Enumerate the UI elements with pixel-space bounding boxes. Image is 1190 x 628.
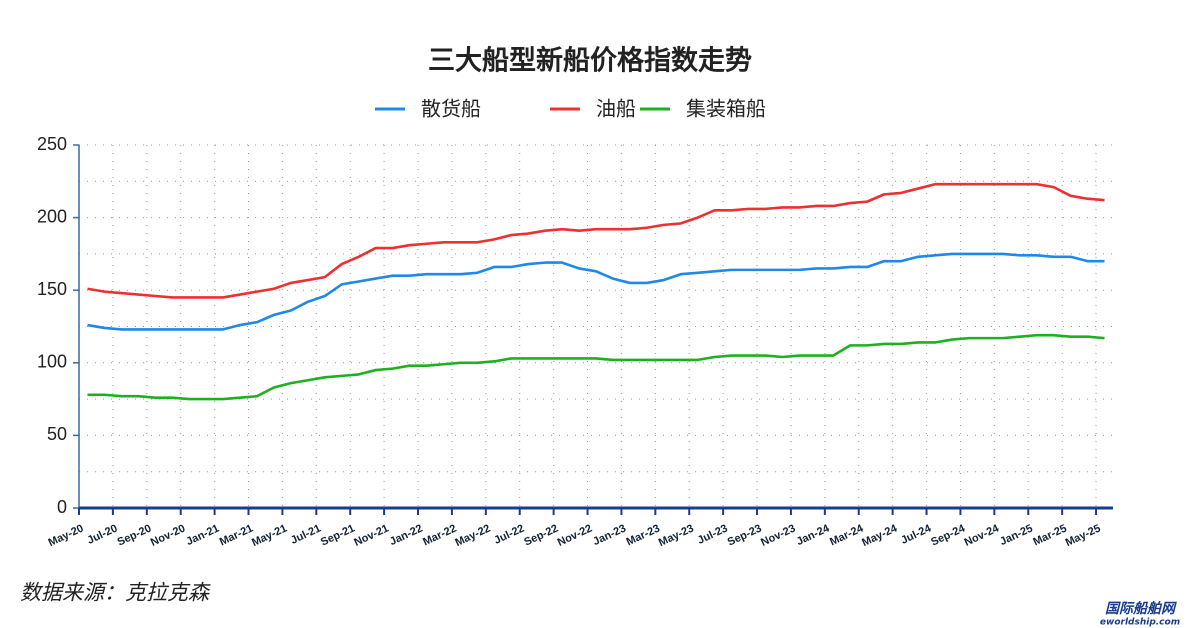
source-note: 数据来源：克拉克森	[20, 581, 211, 605]
x-tick-label: Jul-23	[696, 522, 730, 546]
x-tick-label: Mar-25	[1031, 522, 1068, 548]
x-tick-label: Jan-23	[591, 522, 628, 548]
y-tick-label: 250	[37, 134, 67, 154]
x-tick-label: Nov-21	[352, 522, 390, 548]
x-tick-label: Jul-22	[492, 522, 526, 546]
chart-title: 三大船型新船价格指数走势	[428, 45, 752, 77]
x-tick-label: May-22	[453, 522, 492, 549]
x-tick-label: Mar-21	[218, 522, 255, 548]
x-tick-label: Jan-21	[184, 522, 221, 548]
y-tick-label: 200	[37, 206, 67, 226]
x-tick-label: Sep-21	[319, 522, 357, 548]
x-tick-label: Nov-22	[556, 522, 594, 548]
watermark-url: eworldship.com	[1100, 618, 1180, 628]
legend-label: 集装箱船	[686, 97, 766, 121]
x-tick-label: Sep-22	[522, 522, 560, 548]
x-tick-label: Sep-24	[929, 522, 968, 548]
x-tick-label: May-20	[47, 522, 86, 549]
x-tick-label: Mar-24	[828, 522, 866, 548]
series-line	[87, 333, 1105, 401]
x-tick-label: Mar-23	[625, 522, 662, 548]
y-tick-label: 0	[57, 497, 67, 517]
x-tick-label: May-23	[657, 522, 696, 549]
x-tick-label: May-24	[860, 522, 900, 549]
x-tick-label: Nov-24	[963, 522, 1002, 549]
watermark: 国际船舶网	[1105, 600, 1177, 617]
x-tick-label: May-25	[1064, 522, 1103, 549]
x-tick-label: Sep-23	[726, 522, 764, 548]
x-tick-label: Mar-22	[421, 522, 458, 548]
y-tick-label: 150	[37, 279, 67, 299]
x-tick-label: Nov-23	[759, 522, 797, 548]
y-tick-label: 50	[47, 424, 67, 444]
series-line	[87, 252, 1105, 331]
legend-label: 油船	[596, 97, 636, 121]
series-line	[87, 182, 1105, 299]
x-tick-label: Jul-21	[289, 522, 323, 546]
x-tick-label: Jan-24	[795, 522, 832, 548]
x-tick-label: Jul-24	[899, 522, 934, 547]
x-tick-label: Jan-25	[998, 522, 1035, 548]
x-tick-label: Jul-20	[86, 522, 120, 546]
x-tick-label: Jan-22	[388, 522, 425, 548]
legend-label: 散货船	[421, 97, 481, 121]
x-tick-label: Nov-20	[149, 522, 187, 548]
x-tick-label: Sep-20	[116, 522, 154, 548]
y-tick-label: 100	[37, 352, 67, 372]
x-tick-label: May-21	[250, 522, 289, 549]
